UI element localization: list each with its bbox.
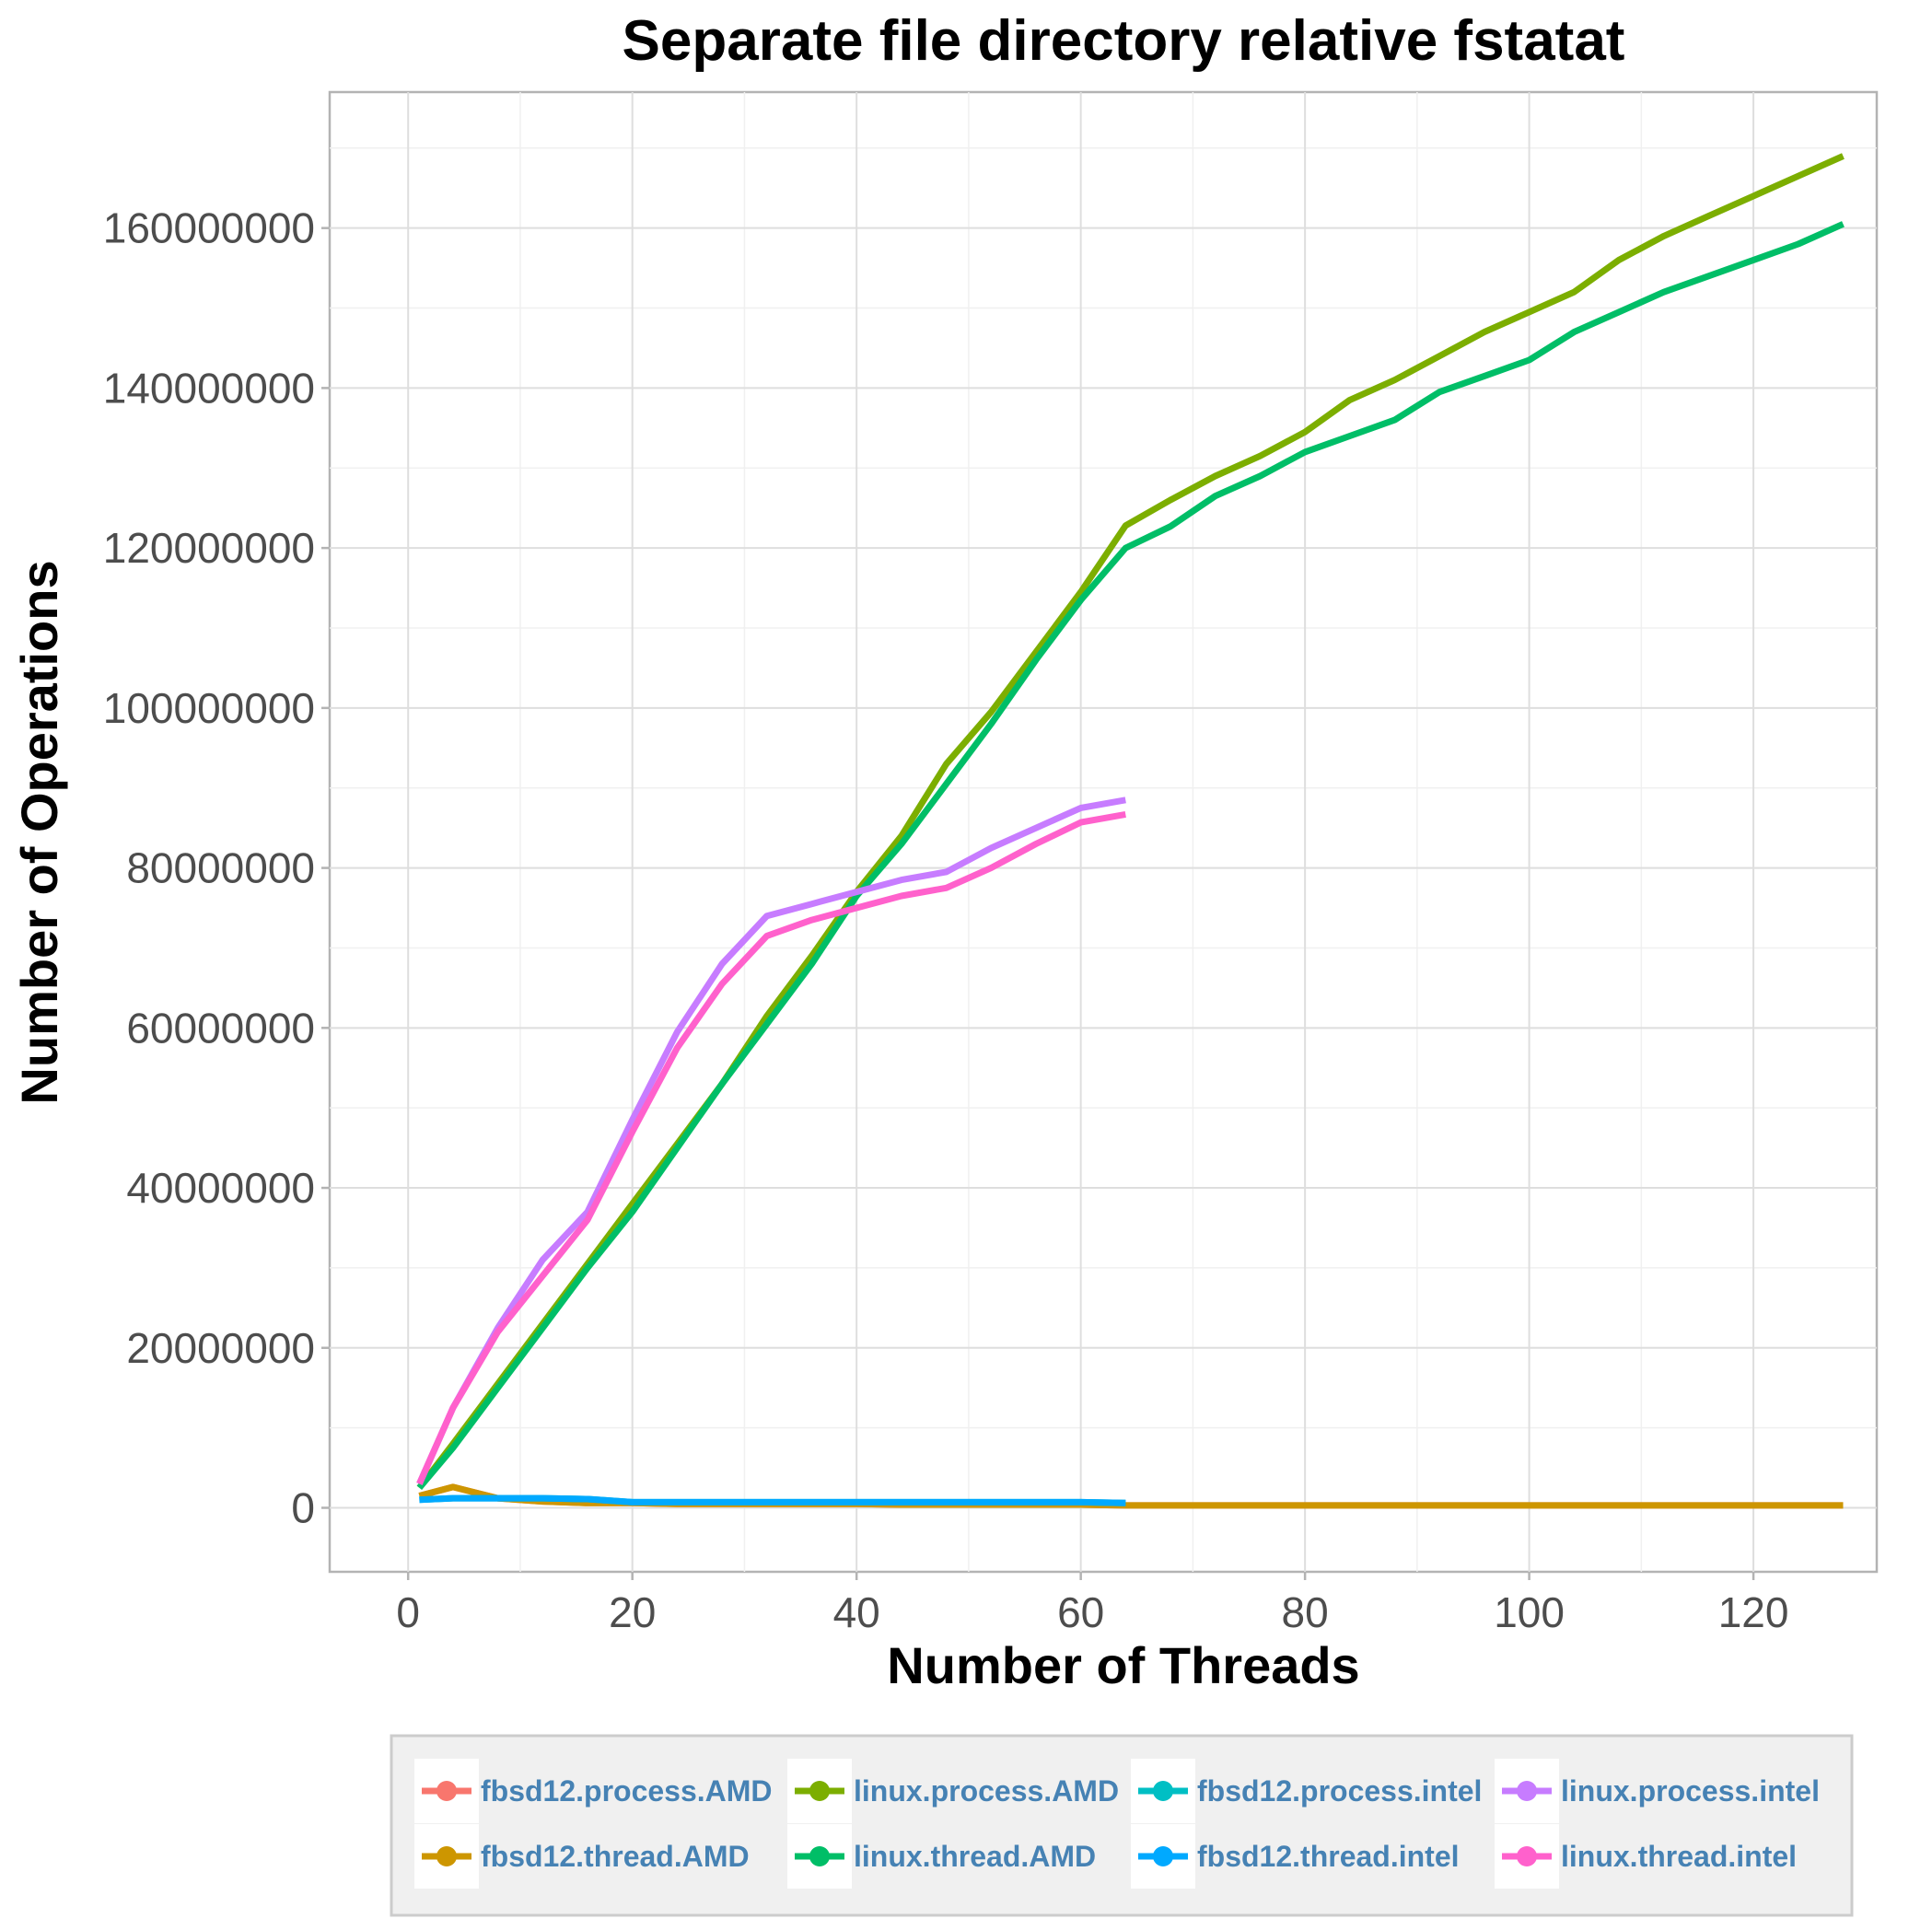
y-axis-ticks: 0 20000000 40000000 60000000 80000000 1000000… (103, 204, 330, 1532)
legend-key-point (1517, 1846, 1537, 1866)
series-lines (416, 153, 1845, 1509)
legend-key (1131, 1759, 1195, 1823)
series-line-linux-process-intel (416, 796, 1126, 1485)
x-axis-ticks: 0 20 40 60 80 100 120 (396, 1572, 1788, 1636)
legend-label: fbsd12.process.intel (1197, 1774, 1482, 1808)
x-tick-label: 100 (1494, 1588, 1565, 1636)
y-tick-label: 0 (291, 1484, 315, 1532)
legend-key (1495, 1759, 1559, 1823)
x-axis-title: Number of Threads (887, 1636, 1359, 1694)
legend-label: fbsd12.process.AMD (481, 1774, 773, 1808)
series-line-linux-process-AMD (416, 153, 1845, 1490)
x-tick-label: 60 (1057, 1588, 1104, 1636)
legend-key (1131, 1824, 1195, 1889)
y-tick-label: 80000000 (126, 844, 315, 892)
x-tick-label: 120 (1718, 1588, 1789, 1636)
legend-label: linux.process.intel (1561, 1774, 1820, 1808)
y-tick-label: 120000000 (103, 524, 315, 572)
x-tick-label: 80 (1282, 1588, 1329, 1636)
series-line-linux-thread-AMD (416, 221, 1845, 1491)
minor-gridlines (330, 92, 1877, 1572)
y-tick-label: 100000000 (103, 684, 315, 732)
series-line-linux-thread-intel (416, 810, 1126, 1485)
legend-key-point (809, 1781, 830, 1801)
y-tick-label: 20000000 (126, 1324, 315, 1372)
legend-key (787, 1824, 852, 1889)
legend-key-point (1153, 1846, 1173, 1866)
x-tick-label: 0 (396, 1588, 420, 1636)
legend-key-point (436, 1781, 457, 1801)
legend-key-point (1153, 1781, 1173, 1801)
legend-label: linux.process.AMD (854, 1774, 1119, 1808)
legend-key (787, 1759, 852, 1823)
y-axis-title: Number of Operations (10, 560, 68, 1104)
legend: fbsd12.process.AMD fbsd12.thread.AMD linux… (390, 1734, 1854, 1917)
legend-key-point (809, 1846, 830, 1866)
legend-key (414, 1824, 479, 1889)
legend-key-point (436, 1846, 457, 1866)
legend-key (1495, 1824, 1559, 1889)
x-tick-label: 40 (833, 1588, 880, 1636)
chart-title: Separate file directory relative fstatat (623, 9, 1625, 73)
y-tick-label: 140000000 (103, 364, 315, 412)
y-tick-label: 40000000 (126, 1164, 315, 1212)
legend-box (390, 1734, 1854, 1917)
legend-label: linux.thread.intel (1561, 1840, 1797, 1873)
legend-key (414, 1759, 479, 1823)
legend-label: fbsd12.thread.AMD (481, 1840, 750, 1873)
legend-key-point (1517, 1781, 1537, 1801)
plot-panel (328, 90, 1879, 1574)
y-tick-label: 60000000 (126, 1004, 315, 1052)
legend-label: fbsd12.thread.intel (1197, 1840, 1460, 1873)
y-tick-label: 160000000 (103, 204, 315, 252)
series-line-fbsd12-thread-intel (419, 1494, 1126, 1506)
x-tick-label: 20 (609, 1588, 656, 1636)
legend-label: linux.thread.AMD (854, 1840, 1096, 1873)
